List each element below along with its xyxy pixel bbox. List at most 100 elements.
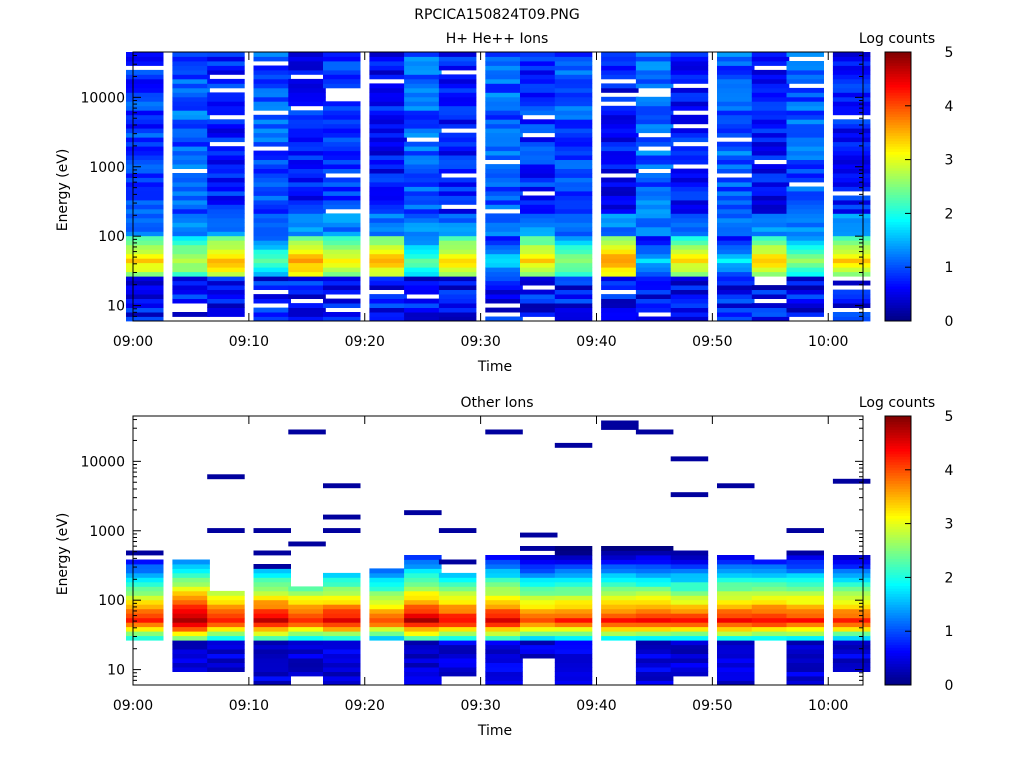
colorbar-segment: [885, 558, 911, 562]
heatmap-cell: [288, 608, 326, 614]
heatmap-cell: [404, 667, 442, 672]
colorbar-segment: [885, 240, 911, 244]
heatmap-cell: [369, 244, 407, 250]
heatmap-cell: [172, 276, 210, 282]
colorbar-segment: [885, 644, 911, 648]
heatmap-cell: [751, 195, 790, 201]
heatmap-cell: [404, 581, 442, 587]
heatmap-cell: [520, 586, 558, 592]
heatmap-cell: [288, 87, 326, 93]
heatmap-cell: [126, 604, 164, 610]
x-tick-label: 09:20: [345, 698, 385, 714]
heatmap-cell: [207, 105, 245, 111]
heatmap-cell: [751, 622, 790, 628]
heatmap-cell: [786, 78, 824, 84]
panel-2-title: Other Ions: [460, 395, 533, 411]
colorbar-segment: [885, 671, 911, 675]
heatmap-cell: [832, 267, 871, 273]
heatmap-cell: [172, 285, 210, 290]
heatmap-cell: [323, 137, 361, 143]
heatmap-cell: [323, 298, 361, 304]
heatmap-cell: [172, 312, 210, 317]
heatmap-cell: [207, 312, 245, 317]
heatmap-cell: [404, 555, 442, 560]
heatmap-cell: [670, 289, 709, 295]
heatmap-cell: [323, 244, 361, 250]
heatmap-cell: [485, 294, 523, 299]
heatmap-cell: [369, 595, 407, 601]
heatmap-cell: [832, 177, 871, 183]
heatmap-cell: [172, 564, 210, 569]
heatmap-cell: [369, 235, 407, 241]
heatmap-cell: [485, 240, 523, 246]
heatmap-cell: [717, 658, 755, 663]
heatmap-cell: [485, 199, 523, 205]
heatmap-cell: [786, 110, 824, 116]
heatmap-cell: [717, 653, 755, 659]
heatmap-cell: [253, 613, 291, 619]
heatmap-cell: [786, 271, 824, 277]
heatmap-cell: [126, 123, 164, 129]
colorbar-segment: [885, 477, 911, 482]
heatmap-cell: [369, 119, 407, 125]
colorbar-segment: [885, 173, 911, 177]
colorbar-segment: [885, 507, 911, 511]
colorbar-segment: [885, 491, 911, 495]
heatmap-cell: [717, 564, 755, 569]
colorbar-segment: [885, 502, 911, 506]
heatmap-cell: [253, 676, 291, 681]
x-tick-label: 10:00: [808, 698, 848, 714]
heatmap-cell: [670, 581, 709, 587]
heatmap-cell: [404, 110, 442, 116]
heatmap-cell: [751, 244, 790, 250]
colorbar-segment: [885, 480, 911, 484]
heatmap-cell: [554, 249, 593, 255]
heatmap-cell: [717, 105, 755, 111]
heatmap-cell: [369, 87, 407, 93]
heatmap-cell: [670, 61, 709, 66]
heatmap-cell: [288, 294, 326, 299]
axes-1: 09:00 09:10 09:20 09:30 09:40 09:50 10:0010100…: [80, 52, 863, 350]
heatmap-cell: [635, 65, 674, 71]
heatmap-cell: [126, 208, 164, 214]
heatmap-cell: [786, 676, 824, 681]
heatmap-cell: [323, 280, 361, 286]
colorbar-segment: [885, 660, 911, 664]
heatmap-cell: [520, 173, 558, 178]
heatmap-cell: [404, 69, 442, 75]
heatmap-cell: [751, 572, 790, 578]
heatmap-cell: [635, 101, 674, 107]
heatmap-cell: [786, 195, 824, 201]
heatmap-cell: [369, 191, 407, 196]
heatmap-cell: [438, 294, 477, 299]
heatmap-cell: [832, 599, 871, 605]
heatmap-cell: [404, 510, 442, 516]
heatmap-cell: [404, 635, 442, 641]
heatmap-cell: [404, 312, 442, 317]
heatmap-cell: [601, 267, 639, 273]
heatmap-cell: [438, 110, 477, 116]
heatmap-cell: [485, 559, 523, 565]
heatmap-cell: [172, 159, 210, 165]
colorbar-segment: [885, 105, 911, 109]
heatmap-cell: [786, 581, 824, 587]
heatmap-cell: [520, 267, 558, 273]
heatmap-cell: [520, 258, 558, 264]
heatmap-cell: [323, 186, 361, 192]
colorbar-frame: [884, 51, 912, 322]
heatmap-cell: [172, 586, 210, 592]
heatmap-cell: [717, 285, 755, 290]
heatmap-cell: [207, 258, 245, 264]
heatmap-cell: [172, 69, 210, 75]
heatmap-cell: [751, 78, 790, 84]
heatmap-cell: [172, 186, 210, 192]
colorbar-segment: [885, 488, 911, 492]
heatmap-cell: [485, 577, 523, 583]
heatmap-cell: [485, 662, 523, 668]
heatmap-cell: [717, 680, 755, 686]
heatmap-cell: [601, 235, 639, 241]
heatmap-cell: [554, 564, 593, 569]
heatmap-cell: [288, 61, 326, 66]
heatmap-cell: [404, 622, 442, 628]
colorbar-segment: [885, 606, 911, 611]
